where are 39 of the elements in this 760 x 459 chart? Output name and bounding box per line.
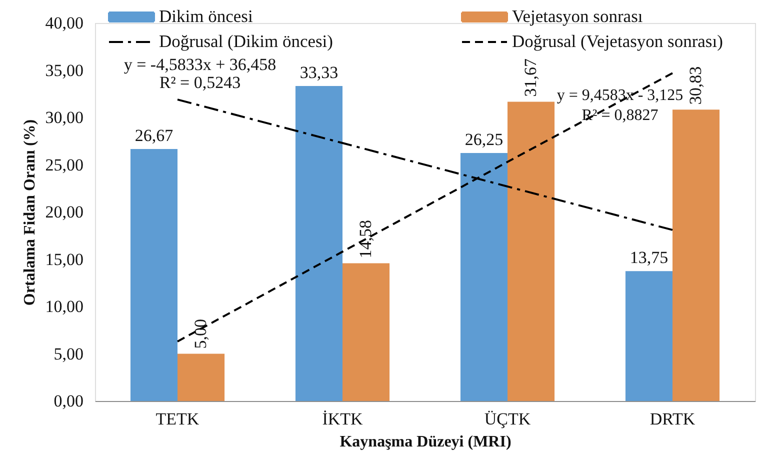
legend-label: Vejetasyon sonrası xyxy=(512,6,643,26)
y-tick-label: 30,00 xyxy=(45,108,84,127)
bar xyxy=(625,271,672,401)
bar xyxy=(295,86,342,401)
bar xyxy=(672,110,720,401)
data-label: 26,67 xyxy=(134,126,174,145)
bar xyxy=(508,102,555,401)
y-tick-label: 15,00 xyxy=(45,250,84,269)
y-tick-label: 0,00 xyxy=(54,392,84,410)
y-tick-label: 10,00 xyxy=(45,297,84,316)
data-label: 33,33 xyxy=(300,63,338,82)
x-tick-label: TETK xyxy=(156,410,200,428)
y-tick-label: 25,00 xyxy=(45,155,84,174)
bar xyxy=(178,354,225,401)
bar xyxy=(130,148,178,401)
y-tick-label: 40,00 xyxy=(45,14,84,32)
annotation: R² = 0,5243 xyxy=(159,73,241,92)
annotation: R² = 0,8827 xyxy=(582,107,658,124)
y-axis-title: Ortalama Fidan Oranı (%) xyxy=(21,119,38,306)
legend-label: Dikim öncesi xyxy=(159,6,253,26)
y-tick-label: 5,00 xyxy=(54,344,84,364)
y-tick-label: 35,00 xyxy=(45,60,84,80)
data-label: 31,67 xyxy=(521,58,540,97)
x-axis-title: Kaynaşma Düzeyi (MRI) xyxy=(340,434,512,450)
data-label: 30,83 xyxy=(686,66,706,105)
annotation: y = 9,4583x - 3,125 xyxy=(556,87,684,104)
bar xyxy=(342,263,390,401)
annotation: y = -4,5833x + 36,458 xyxy=(124,55,276,74)
data-label: 14,58 xyxy=(356,220,376,258)
y-tick-label: 20,00 xyxy=(45,202,84,222)
data-label: 13,75 xyxy=(630,248,668,268)
legend-label: Doğrusal (Vejetasyon sonrası) xyxy=(512,31,724,51)
legend-label: Doğrusal (Dikim öncesi) xyxy=(159,31,334,51)
x-tick-label: İKTK xyxy=(322,410,364,428)
x-tick-label: DRTK xyxy=(650,410,696,428)
data-label: 26,25 xyxy=(464,130,504,149)
bar xyxy=(460,152,508,401)
data-label: 5,00 xyxy=(191,319,210,349)
x-tick-label: ÜÇTK xyxy=(484,410,532,428)
